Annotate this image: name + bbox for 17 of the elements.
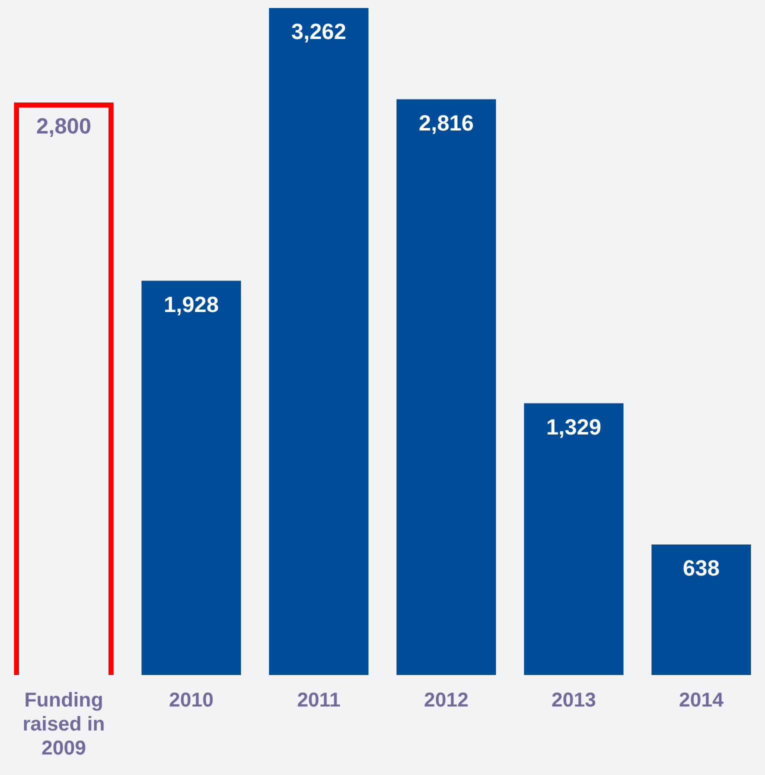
data-label: 638 <box>682 556 720 581</box>
x-tick-label: 2011 <box>297 690 340 712</box>
x-tick-label: 2010 <box>169 690 214 712</box>
x-tick-label: 2012 <box>424 690 468 712</box>
bar <box>652 544 751 675</box>
bar <box>524 403 624 675</box>
x-tick-label: 2014 <box>679 690 724 712</box>
data-label: 1,329 <box>546 414 602 440</box>
data-label: 3,262 <box>291 19 346 44</box>
data-label: 2,800 <box>36 114 92 139</box>
data-label: 2,816 <box>418 110 474 136</box>
x-tick-label: Funding raised in 2009 <box>22 690 105 760</box>
bar <box>142 280 241 675</box>
x-tick-label: 2013 <box>552 690 596 712</box>
data-label: 1,928 <box>164 292 219 317</box>
bar <box>396 99 496 675</box>
bar <box>269 8 368 675</box>
